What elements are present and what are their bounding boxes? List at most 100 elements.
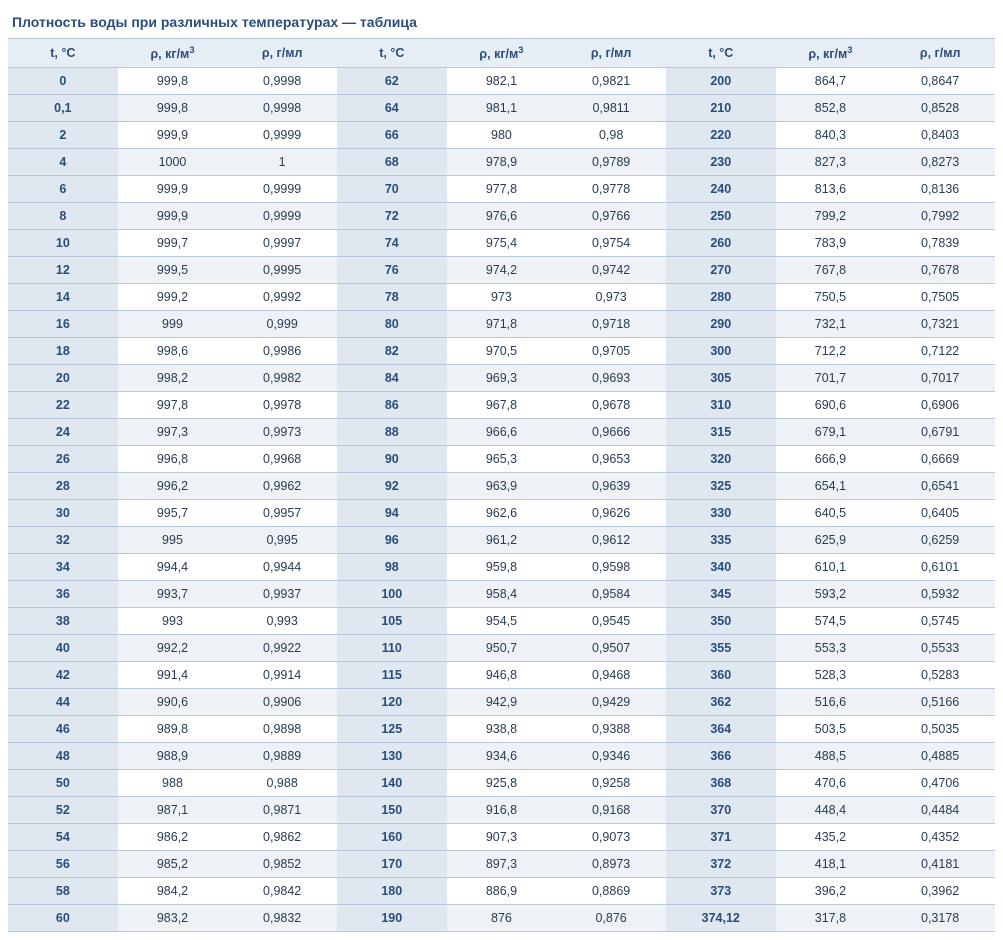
cell-density-g: 0,4181	[885, 851, 995, 878]
cell-density-kg: 992,2	[118, 635, 228, 662]
cell-density-g: 0,9997	[227, 230, 337, 257]
cell-temperature: 82	[337, 338, 447, 365]
col-header-t: t, °C	[8, 39, 118, 68]
cell-density-kg: 852,8	[776, 95, 886, 122]
cell-density-g: 0,5745	[885, 608, 995, 635]
cell-temperature: 372	[666, 851, 776, 878]
table-row: 36993,70,9937100958,40,9584345593,20,593…	[8, 581, 995, 608]
cell-density-kg: 925,8	[447, 770, 557, 797]
cell-density-kg: 998,2	[118, 365, 228, 392]
table-row: 40992,20,9922110950,70,9507355553,30,553…	[8, 635, 995, 662]
cell-density-kg: 961,2	[447, 527, 557, 554]
cell-temperature: 32	[8, 527, 118, 554]
cell-temperature: 305	[666, 365, 776, 392]
cell-temperature: 360	[666, 662, 776, 689]
cell-temperature: 260	[666, 230, 776, 257]
cell-density-kg: 958,4	[447, 581, 557, 608]
cell-density-kg: 701,7	[776, 365, 886, 392]
cell-temperature: 364	[666, 716, 776, 743]
cell-temperature: 373	[666, 878, 776, 905]
cell-temperature: 50	[8, 770, 118, 797]
cell-temperature: 54	[8, 824, 118, 851]
cell-density-kg: 997,3	[118, 419, 228, 446]
cell-temperature: 20	[8, 365, 118, 392]
cell-temperature: 94	[337, 500, 447, 527]
cell-density-kg: 993	[118, 608, 228, 635]
cell-density-g: 0,995	[227, 527, 337, 554]
cell-temperature: 56	[8, 851, 118, 878]
cell-density-g: 0,7017	[885, 365, 995, 392]
cell-density-g: 0,9998	[227, 68, 337, 95]
cell-density-g: 0,9978	[227, 392, 337, 419]
cell-density-g: 0,8869	[556, 878, 666, 905]
cell-density-kg: 799,2	[776, 203, 886, 230]
cell-temperature: 120	[337, 689, 447, 716]
cell-density-kg: 959,8	[447, 554, 557, 581]
table-row: 54986,20,9862160907,30,9073371435,20,435…	[8, 824, 995, 851]
cell-density-kg: 973	[447, 284, 557, 311]
cell-density-g: 0,9852	[227, 851, 337, 878]
cell-temperature: 8	[8, 203, 118, 230]
cell-temperature: 28	[8, 473, 118, 500]
cell-density-kg: 999,5	[118, 257, 228, 284]
cell-temperature: 22	[8, 392, 118, 419]
cell-density-g: 0,9998	[227, 95, 337, 122]
cell-density-g: 1	[227, 149, 337, 176]
cell-density-g: 0,6541	[885, 473, 995, 500]
cell-density-g: 0,9957	[227, 500, 337, 527]
cell-density-g: 0,9742	[556, 257, 666, 284]
cell-density-kg: 418,1	[776, 851, 886, 878]
cell-density-g: 0,6405	[885, 500, 995, 527]
cell-density-kg: 999,8	[118, 68, 228, 95]
cell-temperature: 315	[666, 419, 776, 446]
col-header-rho-g: ρ, г/мл	[227, 39, 337, 68]
cell-density-kg: 934,6	[447, 743, 557, 770]
table-row: 41000168978,90,9789230827,30,8273	[8, 149, 995, 176]
cell-density-kg: 988,9	[118, 743, 228, 770]
table-row: 389930,993105954,50,9545350574,50,5745	[8, 608, 995, 635]
cell-density-g: 0,9871	[227, 797, 337, 824]
cell-temperature: 210	[666, 95, 776, 122]
cell-density-kg: 435,2	[776, 824, 886, 851]
cell-density-g: 0,6791	[885, 419, 995, 446]
cell-density-kg: 317,8	[776, 905, 886, 932]
cell-density-kg: 996,2	[118, 473, 228, 500]
cell-temperature: 14	[8, 284, 118, 311]
cell-temperature: 72	[337, 203, 447, 230]
cell-density-g: 0,9626	[556, 500, 666, 527]
cell-density-g: 0,4885	[885, 743, 995, 770]
table-row: 56985,20,9852170897,30,8973372418,10,418…	[8, 851, 995, 878]
table-row: 12999,50,999576974,20,9742270767,80,7678	[8, 257, 995, 284]
cell-density-kg: 886,9	[447, 878, 557, 905]
cell-density-kg: 999,7	[118, 230, 228, 257]
cell-density-g: 0,8273	[885, 149, 995, 176]
cell-density-g: 0,993	[227, 608, 337, 635]
cell-density-kg: 827,3	[776, 149, 886, 176]
cell-density-kg: 970,5	[447, 338, 557, 365]
cell-density-g: 0,9811	[556, 95, 666, 122]
cell-density-g: 0,8528	[885, 95, 995, 122]
cell-density-g: 0,9862	[227, 824, 337, 851]
cell-density-g: 0,9999	[227, 122, 337, 149]
col-header-rho-kg: ρ, кг/м3	[118, 39, 228, 68]
cell-temperature: 325	[666, 473, 776, 500]
cell-density-g: 0,8647	[885, 68, 995, 95]
col-header-t: t, °C	[337, 39, 447, 68]
cell-density-g: 0,9168	[556, 797, 666, 824]
table-row: 42991,40,9914115946,80,9468360528,30,528…	[8, 662, 995, 689]
cell-density-kg: 813,6	[776, 176, 886, 203]
density-table: t, °Cρ, кг/м3ρ, г/млt, °Cρ, кг/м3ρ, г/мл…	[8, 38, 995, 932]
cell-density-kg: 974,2	[447, 257, 557, 284]
table-row: 2999,90,9999669800,98220840,30,8403	[8, 122, 995, 149]
cell-temperature: 38	[8, 608, 118, 635]
col-header-rho-kg: ρ, кг/м3	[447, 39, 557, 68]
cell-density-kg: 897,3	[447, 851, 557, 878]
cell-temperature: 368	[666, 770, 776, 797]
cell-density-g: 0,9999	[227, 176, 337, 203]
table-row: 509880,988140925,80,9258368470,60,4706	[8, 770, 995, 797]
cell-density-kg: 946,8	[447, 662, 557, 689]
cell-density-kg: 999	[118, 311, 228, 338]
table-row: 28996,20,996292963,90,9639325654,10,6541	[8, 473, 995, 500]
cell-density-kg: 907,3	[447, 824, 557, 851]
table-row: 60983,20,98321908760,876374,12317,80,317…	[8, 905, 995, 932]
